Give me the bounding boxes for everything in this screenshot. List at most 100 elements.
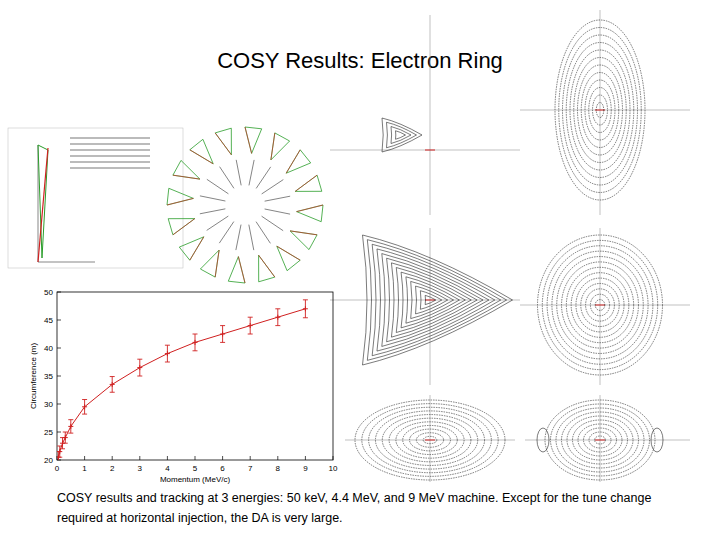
phase-orbit — [584, 428, 617, 452]
phase-axis — [600, 228, 601, 385]
phase-axis — [520, 110, 690, 111]
x-tick-label: 3 — [138, 464, 143, 473]
phase-orbit — [367, 240, 506, 361]
ring-magnet — [290, 231, 317, 250]
phase-center — [595, 440, 605, 441]
phase-island — [537, 428, 549, 452]
phase-axis — [430, 15, 431, 215]
phase-orbit — [369, 407, 492, 472]
ring-magnet — [173, 160, 200, 179]
phase-center — [595, 305, 605, 306]
phase-orbit — [545, 400, 655, 480]
error-bar — [110, 377, 115, 393]
ring-spoke — [256, 222, 270, 244]
phase-orbit — [423, 436, 437, 443]
error-bar-cap — [275, 325, 280, 326]
phase-center — [425, 300, 435, 301]
ring-magnet — [259, 255, 275, 282]
data-point — [110, 382, 115, 387]
canvas: 01234567891020253035404550Momentum (MeV/… — [0, 0, 720, 540]
x-tick-label: 5 — [193, 464, 198, 473]
x-tick — [139, 456, 140, 460]
error-bar-cap — [82, 399, 87, 400]
error-bar-cap — [220, 325, 225, 326]
ring-magnet — [167, 188, 193, 205]
phase-orbit — [563, 35, 638, 185]
error-bar-cap — [137, 359, 142, 360]
phase-orbit — [552, 251, 648, 359]
data-point — [57, 449, 62, 454]
error-bar-cap — [220, 342, 225, 343]
x-tick-label: 0 — [55, 464, 60, 473]
phase-orbit — [589, 88, 612, 133]
phase-orbit — [595, 300, 605, 311]
x-tick — [333, 456, 334, 460]
ring-magnet — [200, 250, 219, 277]
ring-orbit — [295, 175, 317, 191]
error-bar-cap — [248, 334, 253, 335]
ring-magnet — [245, 127, 262, 153]
x-tick — [57, 456, 58, 460]
phase-orbit — [416, 433, 443, 448]
phase-orbit — [387, 122, 417, 148]
ring-spoke — [249, 225, 254, 251]
sketch-legend-line — [70, 137, 150, 139]
phase-orbit — [538, 235, 663, 375]
error-bar — [137, 359, 142, 376]
x-axis-label: Momentum (MeV/c) — [160, 475, 231, 484]
phase-orbit — [425, 295, 436, 304]
ring-spoke — [262, 216, 284, 231]
data-point — [275, 315, 280, 320]
ring-spoke — [249, 160, 254, 185]
ring-magnet — [271, 133, 290, 160]
phase-orbit — [420, 291, 441, 310]
phase-orbit — [387, 258, 483, 342]
error-bar-cap — [303, 299, 308, 300]
y-tick-label: 40 — [44, 344, 53, 353]
error-bar-cap — [57, 446, 62, 447]
x-tick-label: 4 — [165, 464, 170, 473]
ring-spoke — [236, 225, 241, 250]
sketch-legend-line — [70, 155, 150, 157]
x-tick — [112, 456, 113, 460]
data-point — [303, 306, 308, 311]
ring-magnet — [179, 237, 204, 260]
ring-spoke — [200, 209, 226, 214]
error-bar-cap — [63, 432, 68, 433]
y-tick-label: 35 — [44, 372, 53, 381]
phase-orbit — [362, 404, 498, 477]
phase-orbit — [410, 429, 451, 451]
data-point — [220, 332, 225, 337]
sketch-legend-line — [70, 149, 150, 151]
phase-orbit — [389, 418, 471, 462]
error-bar-cap — [68, 419, 73, 420]
ring-orbit — [277, 246, 300, 260]
x-tick — [84, 456, 85, 460]
error-bar — [248, 317, 253, 334]
phase-orbit — [578, 65, 623, 155]
y-tick — [57, 432, 61, 433]
layout-sketch — [8, 128, 183, 268]
error-bar — [193, 334, 198, 351]
ring-magnet — [295, 175, 322, 191]
phase-axis — [525, 440, 690, 441]
phase-axis — [430, 395, 431, 482]
error-bar-cap — [68, 433, 73, 434]
ring-layout — [167, 127, 323, 283]
phase-orbit — [403, 425, 458, 454]
data-line — [58, 309, 305, 457]
phase-orbit — [573, 420, 628, 460]
phase-orbit — [586, 289, 615, 321]
sketch-trajectory — [46, 148, 48, 170]
phase-orbit — [578, 424, 622, 456]
sketch-legend-line — [70, 143, 150, 145]
data-point — [82, 404, 87, 409]
phase-orbit — [372, 244, 501, 355]
ring-magnet — [228, 257, 245, 283]
x-tick-label: 10 — [329, 464, 338, 473]
phase-orbit — [355, 400, 505, 480]
phase-orbit — [391, 263, 477, 337]
ring-orbit — [290, 231, 317, 235]
phase-orbit — [571, 273, 629, 338]
error-bar — [165, 345, 170, 362]
